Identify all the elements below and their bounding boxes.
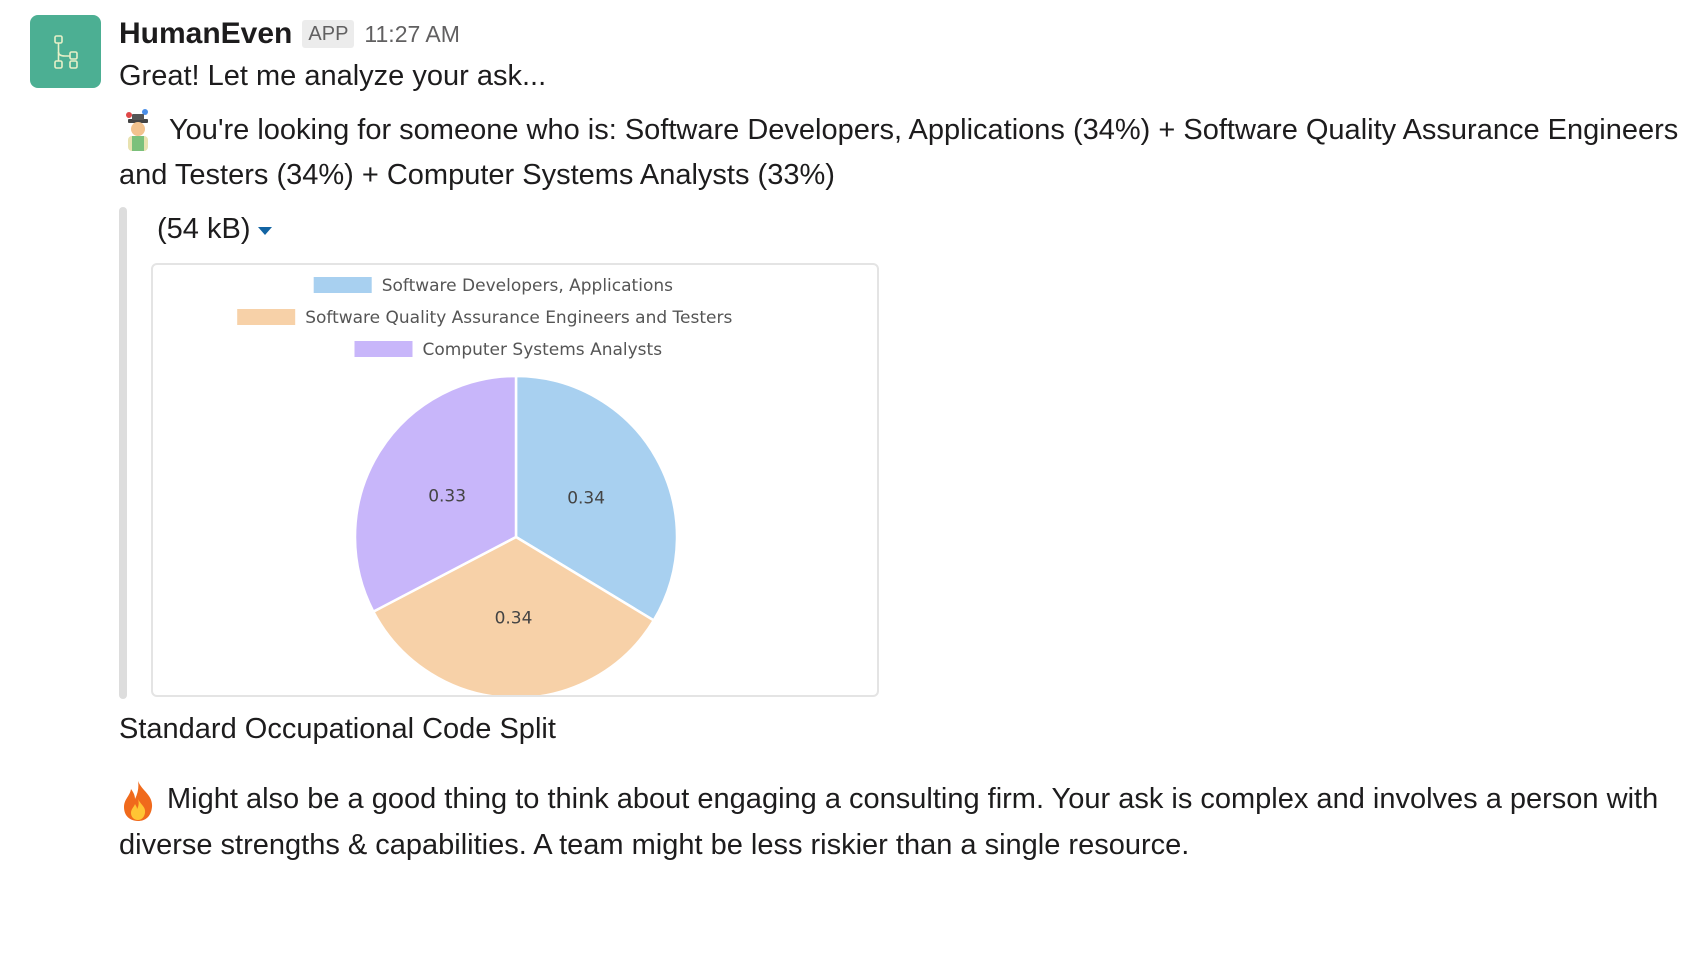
caret-down-icon — [258, 226, 273, 235]
legend-label: Software Quality Assurance Engineers and… — [305, 308, 732, 328]
message-header: HumanEven APP 11:27 AM — [119, 14, 1679, 54]
role-summary-text: You're looking for someone who is: Softw… — [119, 114, 1679, 192]
slice-value-label: 0.33 — [428, 487, 466, 507]
image-attachment: (54 kB) Software Developers, Application… — [119, 207, 1679, 700]
app-avatar[interactable] — [30, 15, 101, 88]
legend-item: Software Quality Assurance Engineers and… — [237, 308, 732, 328]
legend-label: Software Developers, Applications — [382, 276, 673, 296]
legend-item: Computer Systems Analysts — [354, 340, 663, 360]
message-line-2: You're looking for someone who is: Softw… — [119, 108, 1679, 197]
slice-value-label: 0.34 — [495, 609, 533, 629]
message-line-1: Great! Let me analyze your ask... — [119, 60, 547, 92]
consulting-advice-text: Might also be a good thing to think abou… — [119, 783, 1659, 861]
pie-slice — [514, 375, 679, 623]
pie-slice — [353, 375, 518, 614]
pie-chart-image[interactable]: Software Developers, Applications Softwar… — [151, 263, 879, 700]
legend-label: Computer Systems Analysts — [423, 340, 663, 360]
file-size-label: (54 kB) — [157, 213, 251, 246]
attachment-caption: Standard Occupational Code Split — [119, 713, 556, 746]
attachment-bar — [119, 207, 127, 700]
timestamp[interactable]: 11:27 AM — [364, 20, 460, 47]
legend-item: Software Developers, Applications — [313, 276, 673, 296]
message-line-3: Might also be a good thing to think abou… — [119, 777, 1679, 866]
fire-emoji — [124, 780, 153, 821]
juggler-emoji — [126, 109, 148, 152]
legend-swatch — [354, 341, 413, 358]
pie-chart: Software Developers, Applications Softwar… — [237, 276, 732, 700]
workflow-icon — [53, 34, 78, 69]
slice-value-label: 0.34 — [567, 489, 605, 509]
app-badge: APP — [302, 20, 355, 48]
message: HumanEven APP 11:27 AM Great! Let me ana… — [119, 14, 1679, 867]
legend-swatch — [313, 277, 372, 294]
sender-name[interactable]: HumanEven — [119, 17, 293, 50]
attachment-size-toggle[interactable]: (54 kB) — [157, 207, 273, 251]
legend-swatch — [237, 309, 296, 326]
